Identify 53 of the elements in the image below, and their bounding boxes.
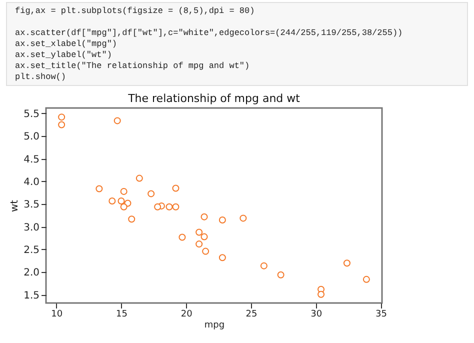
point bbox=[128, 216, 136, 223]
text: plt.show() bbox=[15, 72, 68, 83]
y-tick-label: 2.0 bbox=[24, 268, 40, 279]
y-tick-label: 3.0 bbox=[24, 222, 40, 234]
point bbox=[120, 203, 128, 210]
point bbox=[218, 254, 226, 262]
point bbox=[96, 185, 103, 192]
point bbox=[196, 228, 203, 236]
point bbox=[260, 262, 268, 270]
y-tick-label: 2.5 bbox=[24, 244, 40, 256]
point bbox=[196, 240, 203, 248]
chart-title: The relationship of mpg and wt bbox=[127, 92, 301, 105]
text: ax.scatter(df["mpg"],df["wt"],c="white",edgecolors=(244/255,119/255,38/255)) bbox=[15, 28, 404, 39]
point bbox=[58, 114, 66, 121]
point bbox=[240, 214, 247, 222]
y-tick-label: 5.0 bbox=[24, 132, 40, 143]
x-tick-label: 35 bbox=[375, 310, 387, 320]
point bbox=[154, 203, 162, 210]
y-axis-title: wt bbox=[10, 200, 21, 212]
y-tick-label: 4.5 bbox=[24, 154, 40, 166]
point bbox=[178, 234, 186, 241]
point bbox=[202, 248, 210, 255]
y-tick-label: 3.5 bbox=[24, 200, 40, 211]
point bbox=[148, 190, 155, 198]
point bbox=[318, 290, 325, 298]
x-tick-label: 10 bbox=[51, 310, 63, 320]
x-tick-label: 25 bbox=[246, 310, 258, 320]
x-tick-label: 30 bbox=[310, 310, 322, 320]
point bbox=[200, 213, 208, 220]
text: ax.set_xlabel("mpg") bbox=[15, 39, 118, 50]
y-tick-label: 1.5 bbox=[24, 290, 40, 302]
point bbox=[114, 117, 121, 124]
text: fig,ax = plt.subplots(figsize = (8,5),dpi = 80) bbox=[15, 6, 256, 17]
point bbox=[120, 188, 128, 195]
point bbox=[136, 174, 143, 182]
point bbox=[200, 233, 208, 240]
point bbox=[58, 121, 66, 128]
x-tick-label: 15 bbox=[116, 310, 128, 320]
point bbox=[118, 197, 125, 204]
y-tick-label: 4.0 bbox=[24, 176, 40, 188]
y-tick-label: 5.5 bbox=[24, 108, 40, 120]
point bbox=[362, 276, 370, 283]
point bbox=[172, 203, 180, 210]
x-tick-label: 20 bbox=[180, 310, 193, 320]
point bbox=[277, 271, 284, 278]
text: ax.set_ylabel("wt") bbox=[15, 50, 113, 61]
point bbox=[166, 203, 173, 210]
text: ax.set_title("The relationship of mpg and wt") bbox=[15, 61, 251, 72]
x-axis-title: mpg bbox=[204, 320, 225, 330]
point bbox=[343, 260, 350, 267]
point bbox=[172, 184, 180, 192]
point bbox=[218, 216, 226, 224]
point bbox=[108, 197, 116, 204]
